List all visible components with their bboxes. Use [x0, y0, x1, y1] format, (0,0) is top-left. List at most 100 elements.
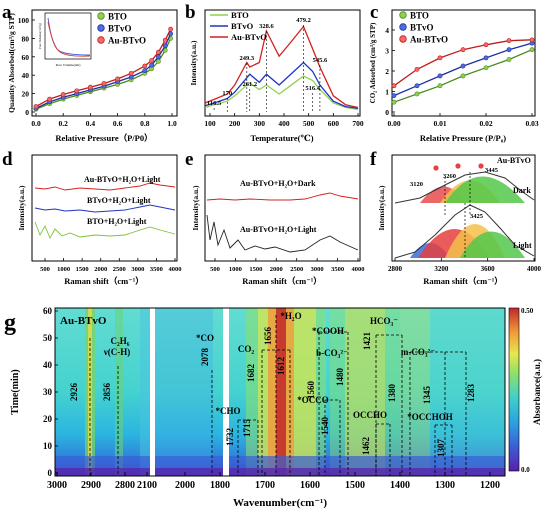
plot-frame [31, 9, 178, 117]
x-tick-label: 1000 [57, 266, 70, 273]
series-line [204, 25, 359, 109]
data-point [506, 47, 512, 53]
data-point [115, 76, 120, 82]
band-label: HCO₃⁻ [370, 316, 398, 326]
x-tick-label: 2000 [270, 266, 283, 273]
band-label: 1283 [466, 384, 476, 403]
x-ticks: 500 1000 1500 2000 2500 3000 3500 4000 [40, 258, 182, 273]
x-tick-label: 1800 [210, 480, 230, 491]
x-tick-label: 1500 [76, 266, 89, 273]
x-tick-label: 0.2 [59, 119, 69, 128]
axis-break [223, 305, 229, 479]
spectrum-label: Au-BTvO+H₂O+Light [240, 225, 317, 234]
panel-a: a Quantity Absorbed(cm³/g STP) Relative … [2, 2, 178, 143]
y-tick-label: 80 [22, 34, 30, 43]
legend: BTO BTvO Au-BTvO [210, 10, 267, 42]
data-point [88, 84, 93, 90]
band [88, 308, 92, 476]
series-line [393, 39, 533, 87]
data-point [437, 73, 443, 79]
contour-map [55, 305, 505, 479]
y-tick-label: 60 [43, 306, 53, 316]
y-tick-label: 0 [25, 108, 29, 117]
peak-label: 3425 [470, 213, 484, 220]
inset-x-label: Pore Volume(nm) [56, 63, 82, 67]
inset-y-label: Pore Volume(cm³/g) [38, 23, 42, 49]
spectrum-light [206, 214, 359, 253]
plot-frame [204, 9, 361, 117]
data-point [60, 92, 66, 97]
x-tick-label: 0.00 [387, 119, 400, 128]
panel-d: d Intensity(a.u.) Raman shift（cm⁻¹） 500 1… [2, 149, 182, 286]
data-point [414, 91, 420, 97]
y-tick-label: 20 [43, 414, 53, 424]
data-point [149, 58, 154, 63]
x-tick-label: 2800 [115, 480, 135, 491]
band [400, 308, 430, 476]
y-tick-label: 10 [43, 441, 53, 451]
x-tick-label: 3000 [47, 480, 67, 491]
x-tick-label: 500 [303, 119, 315, 128]
band-label: 2078 [200, 348, 210, 367]
data-point [142, 68, 148, 73]
legend-marker-btvo [97, 24, 105, 32]
x-tick-label: 1000 [229, 266, 242, 273]
spectrum-label: BTO+H₂O+Light [87, 217, 147, 226]
data-point [162, 43, 168, 49]
x-axis-label: Raman shift（cm⁻¹） [64, 276, 144, 286]
panel-letter: c [370, 2, 378, 23]
data-point [168, 26, 174, 32]
series-lines [391, 37, 535, 105]
y-ticks: 0 10 20 30 40 50 60 [43, 306, 58, 478]
band-label: 2856 [102, 383, 112, 402]
spectrum-bto [34, 221, 176, 240]
peak-label: 3120 [410, 181, 423, 188]
colorbar-gradient [508, 307, 520, 472]
band-label: *CO [196, 333, 214, 343]
x-tick-label: 0.01 [433, 119, 446, 128]
x-tick-label: 2800 [388, 265, 403, 273]
band-label: b-CO₃²⁻ [316, 348, 348, 358]
legend-label: BTO [410, 11, 429, 21]
inset-frame [44, 12, 92, 60]
data-point [506, 57, 512, 62]
legend-marker-btvo [399, 23, 407, 31]
molecule-icon [455, 163, 461, 169]
x-axis-label: Temperature(℃) [250, 133, 313, 143]
spectrum-label: Au-BTvO+H₂O+Dark [240, 179, 316, 188]
peak-label: 328.6 [259, 23, 274, 30]
y-tick-label: 100 [18, 16, 30, 25]
peak-label: 3445 [485, 167, 499, 174]
x-tick-label: 1500 [249, 266, 262, 273]
y-tick-label: 3 [385, 47, 389, 56]
x-tick-label: 0.8 [140, 119, 150, 128]
spectrum-au-btvo [34, 182, 176, 191]
y-axis-label: Intensity(a.u.) [377, 185, 386, 231]
band-label: ν(C-H) [103, 347, 131, 357]
data-point [483, 55, 489, 61]
colorbar-label: Absorbance(a.u.) [532, 359, 542, 425]
legend-label: Au-BTvO [410, 35, 448, 45]
y-axis-label: Quantity Absorbed(cm³/g STP) [7, 13, 16, 113]
x-tick-label: 500 [210, 266, 220, 273]
data-point [33, 104, 39, 109]
band [430, 308, 505, 476]
panel-e: e Intensity(a.u.) Raman shift（cm⁻¹） 500 1… [185, 149, 365, 286]
data-point [155, 49, 161, 55]
x-tick-label: 1600 [300, 480, 320, 491]
y-tick-label: 40 [43, 360, 53, 370]
x-ticks: 2800 3200 3600 4000 [388, 258, 542, 273]
band [345, 308, 385, 476]
band-label: 1480 [335, 368, 345, 387]
inset-curve [47, 21, 91, 57]
plot-frame [391, 9, 536, 117]
panel-letter: g [4, 310, 16, 336]
y-tick-label: 20 [22, 90, 30, 99]
spectrum-label: Au-BTvO+H₂O+Light [84, 175, 161, 184]
band [155, 308, 213, 476]
fit-peak-dark-3 [445, 176, 525, 203]
legend-marker-au-btvo [399, 35, 407, 43]
x-tick-label: 2000 [94, 266, 107, 273]
panel-letter: a [2, 2, 12, 23]
spectra [34, 182, 176, 240]
